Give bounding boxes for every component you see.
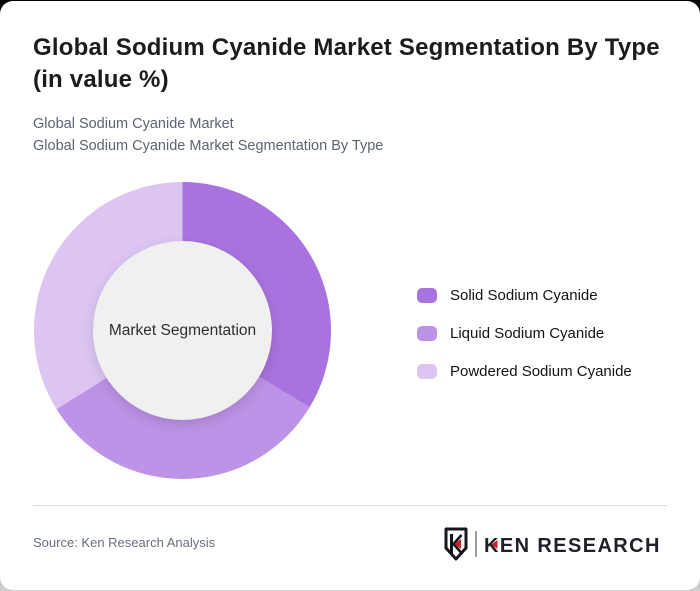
donut-chart: Market Segmentation xyxy=(34,182,331,479)
legend-label-solid: Solid Sodium Cyanide xyxy=(450,286,598,304)
chart-subtitles: Global Sodium Cyanide Market Global Sodi… xyxy=(33,113,383,157)
ken-research-shield-icon xyxy=(444,527,468,561)
legend-swatch-solid xyxy=(417,287,437,303)
legend-item-liquid-sodium-cyanide[interactable]: Liquid Sodium Cyanide xyxy=(417,324,632,342)
legend-label-liquid: Liquid Sodium Cyanide xyxy=(450,324,605,342)
legend-item-solid-sodium-cyanide[interactable]: Solid Sodium Cyanide xyxy=(417,286,632,304)
chart-legend: Solid Sodium Cyanide Liquid Sodium Cyani… xyxy=(417,286,632,380)
ken-research-logo: KEN RESEARCH xyxy=(443,527,669,561)
chart-title-line2: (in value %) xyxy=(33,66,169,93)
donut-center: Market Segmentation xyxy=(93,241,272,420)
legend-swatch-powdered xyxy=(417,363,437,379)
logo-separator xyxy=(475,531,477,557)
source-text: Source: Ken Research Analysis xyxy=(33,535,216,550)
chart-subtitle-2: Global Sodium Cyanide Market Segmentatio… xyxy=(33,138,384,154)
chart-title: Global Sodium Cyanide Market Segmentatio… xyxy=(33,32,683,96)
footer-divider xyxy=(33,505,667,506)
chart-subtitle-1: Global Sodium Cyanide Market xyxy=(33,116,234,132)
legend-item-powdered-sodium-cyanide[interactable]: Powdered Sodium Cyanide xyxy=(417,362,632,380)
legend-label-powdered: Powdered Sodium Cyanide xyxy=(450,362,632,380)
legend-swatch-liquid xyxy=(417,325,437,341)
chart-title-line1: Global Sodium Cyanide Market Segmentatio… xyxy=(33,34,660,61)
donut-center-label: Market Segmentation xyxy=(108,321,257,339)
brand-k-triangle xyxy=(491,540,498,549)
ken-research-wordmark: KEN RESEARCH xyxy=(484,535,661,557)
brand-name-text: KEN RESEARCH xyxy=(484,535,661,557)
